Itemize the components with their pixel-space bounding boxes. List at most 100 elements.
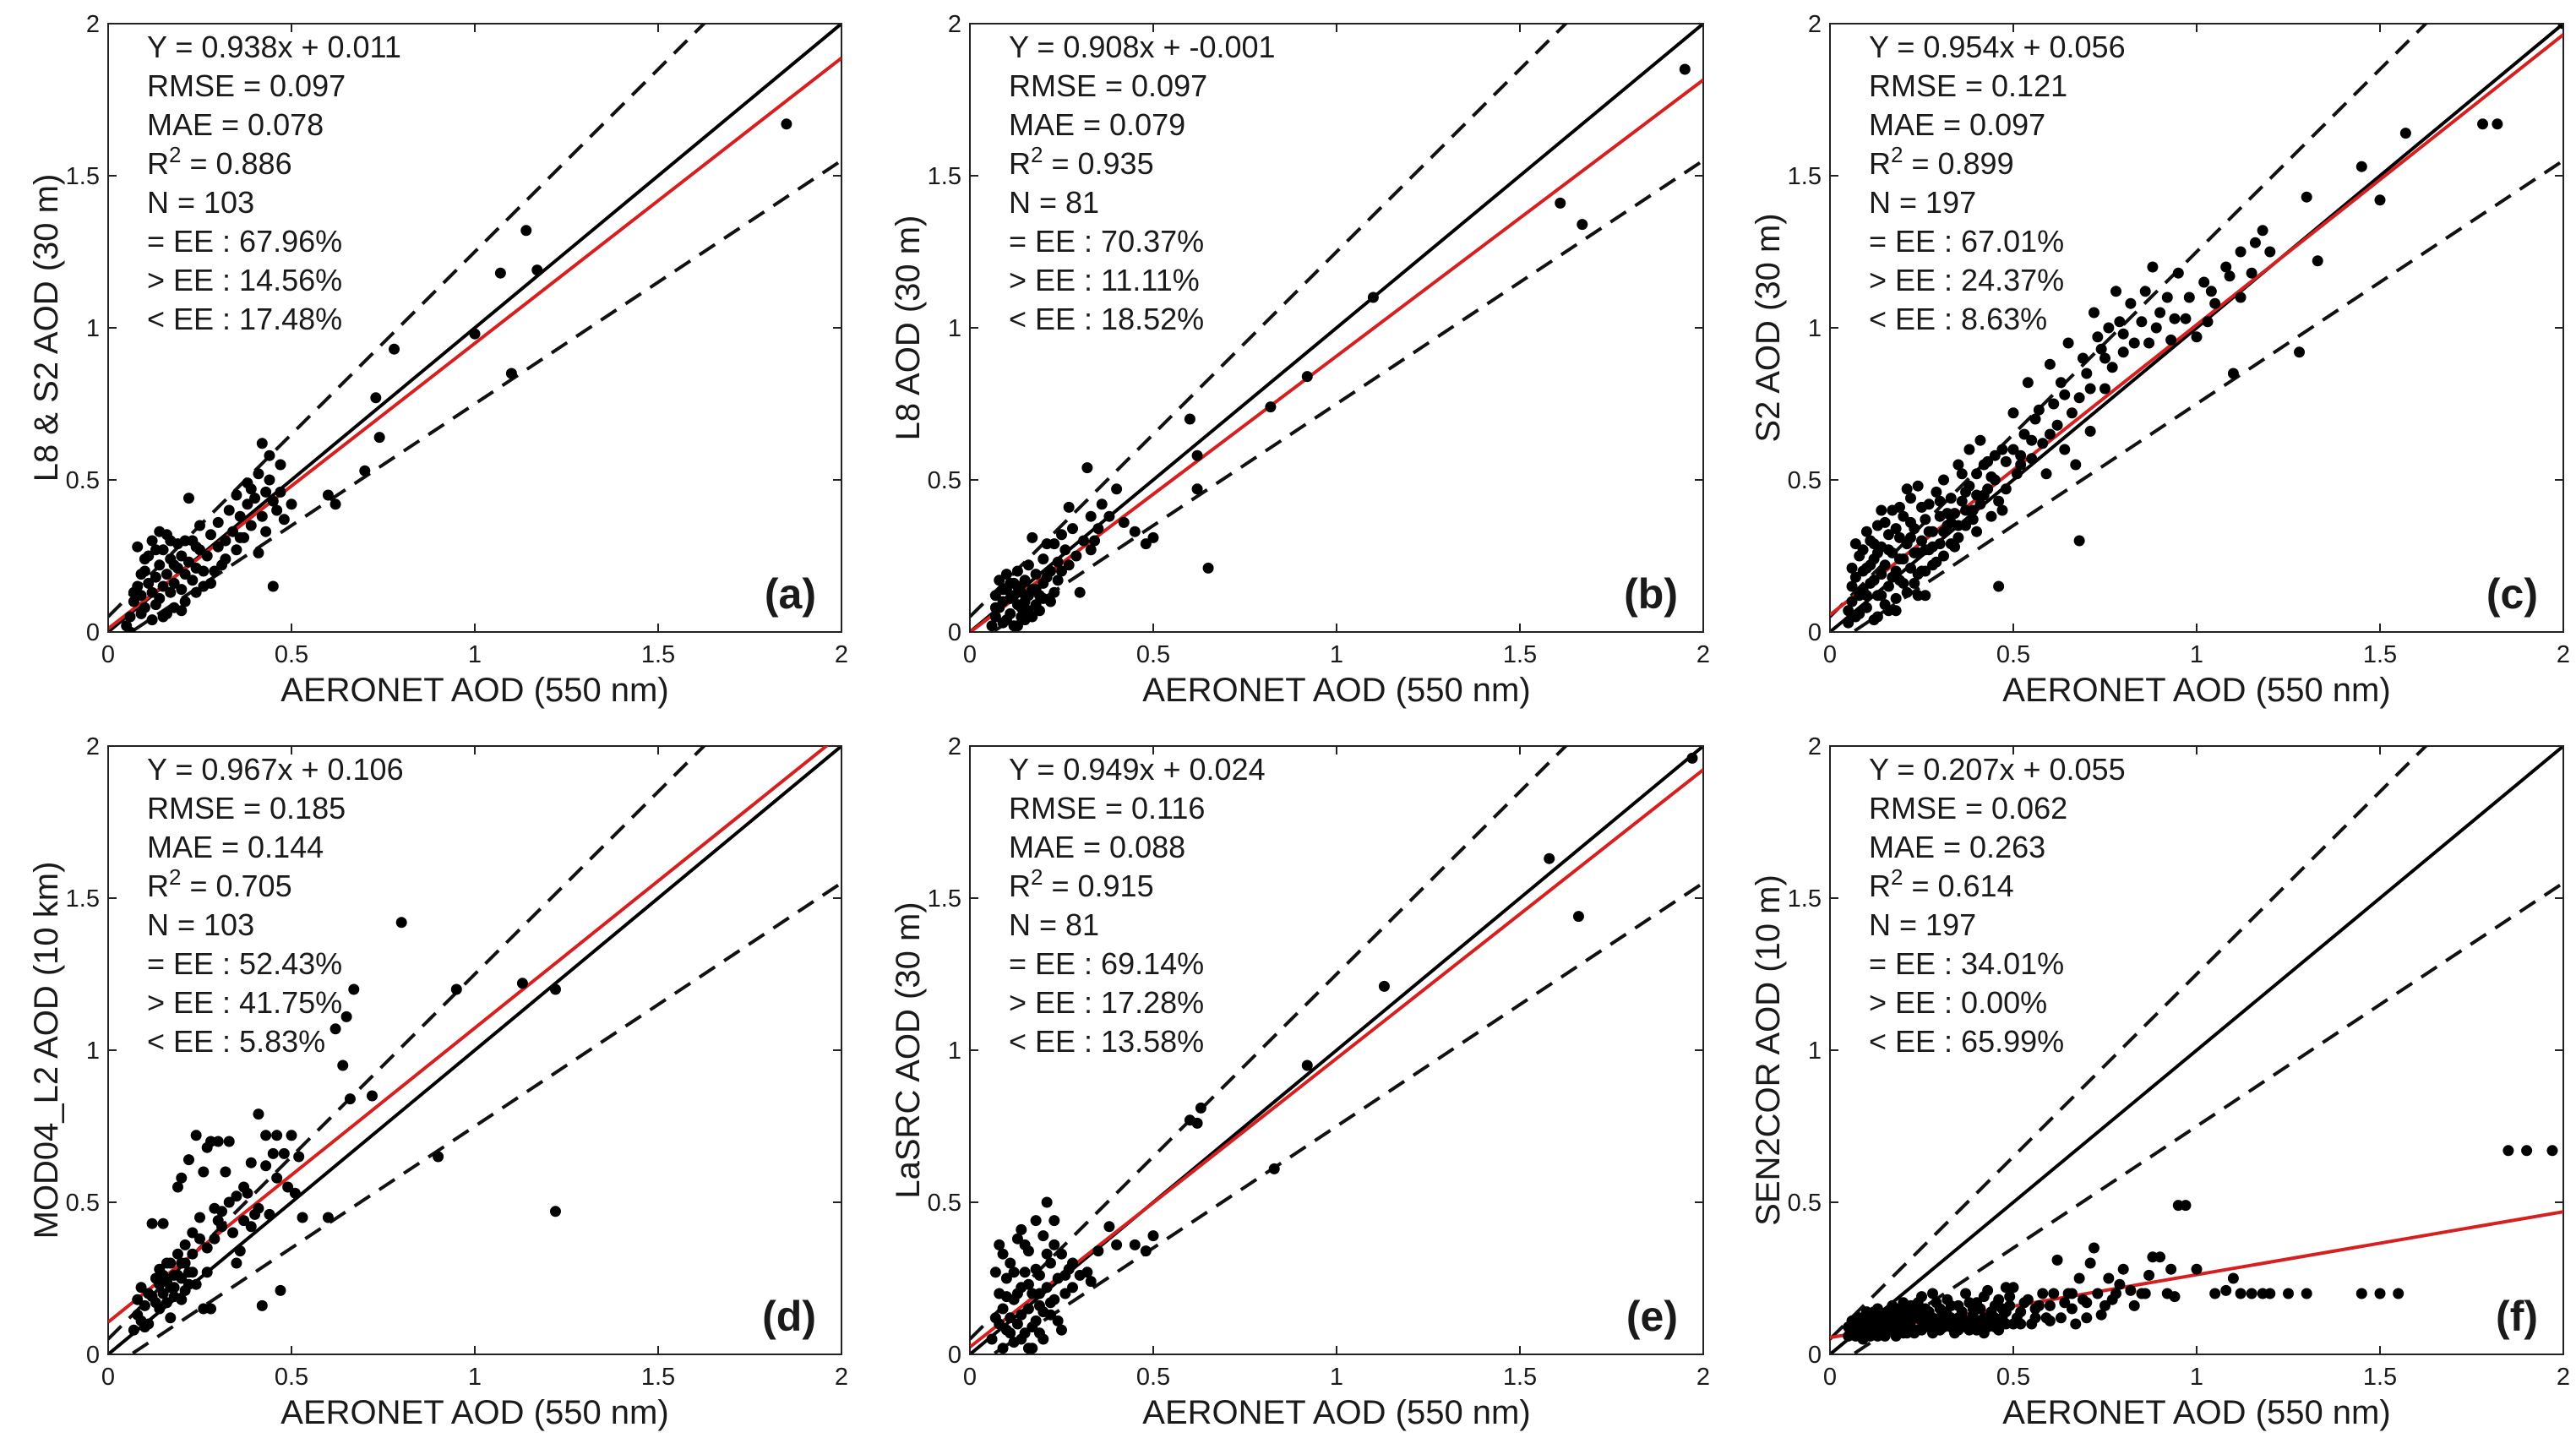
data-point bbox=[154, 1278, 166, 1290]
x-tick-label: 1.5 bbox=[1503, 1364, 1537, 1391]
data-point bbox=[997, 584, 1009, 596]
x-tick-label: 1.5 bbox=[1503, 641, 1537, 668]
x-tick-label: 1.5 bbox=[641, 641, 675, 668]
data-point bbox=[132, 1294, 144, 1305]
data-point bbox=[1882, 580, 1894, 592]
data-point bbox=[1938, 474, 1950, 486]
data-point bbox=[989, 590, 1001, 602]
data-point bbox=[1202, 562, 1214, 574]
data-point bbox=[2081, 1297, 2093, 1309]
data-point bbox=[1074, 586, 1086, 598]
data-point bbox=[1044, 1257, 1056, 1269]
data-point bbox=[1871, 1303, 1883, 1315]
x-tick-label: 0.5 bbox=[275, 641, 308, 668]
data-point bbox=[2143, 337, 2155, 349]
data-point bbox=[2044, 1299, 2056, 1311]
data-point bbox=[264, 474, 275, 486]
stat-line: RMSE = 0.097 bbox=[147, 68, 346, 103]
data-point bbox=[216, 1206, 228, 1217]
data-point bbox=[1971, 468, 1983, 480]
data-point bbox=[1056, 565, 1067, 577]
data-point bbox=[1184, 413, 1195, 425]
y-tick-label: 0.5 bbox=[1788, 1190, 1822, 1217]
data-point bbox=[2136, 316, 2148, 328]
data-point bbox=[179, 569, 191, 580]
data-point bbox=[2165, 1263, 2177, 1275]
data-point bbox=[253, 468, 264, 480]
data-point bbox=[1033, 605, 1045, 617]
data-point bbox=[1022, 1278, 1034, 1290]
data-point bbox=[340, 1010, 352, 1022]
data-point bbox=[337, 1060, 349, 1071]
data-point bbox=[1879, 559, 1891, 571]
data-point bbox=[216, 1221, 228, 1233]
x-axis-label: AERONET AOD (550 nm) bbox=[280, 1394, 668, 1431]
regression-line bbox=[970, 768, 1703, 1348]
data-point bbox=[2477, 118, 2489, 130]
data-point bbox=[1974, 434, 1986, 446]
data-point bbox=[1904, 1299, 1916, 1311]
data-point bbox=[2044, 1315, 2056, 1326]
data-point bbox=[1111, 1239, 1123, 1250]
data-point bbox=[1956, 1312, 1968, 1324]
data-point bbox=[1067, 1257, 1079, 1269]
stat-line: > EE : 41.75% bbox=[147, 985, 342, 1020]
data-point bbox=[2147, 261, 2159, 273]
data-point bbox=[1857, 544, 1869, 556]
data-point bbox=[2106, 362, 2118, 373]
y-tick-label: 0 bbox=[1808, 619, 1822, 646]
data-point bbox=[223, 1196, 235, 1208]
data-point bbox=[1067, 1282, 1079, 1294]
data-point bbox=[1544, 853, 1555, 864]
data-point bbox=[2128, 1299, 2140, 1311]
data-point bbox=[370, 392, 382, 404]
data-point bbox=[1011, 1288, 1023, 1299]
data-point bbox=[469, 328, 481, 340]
data-point bbox=[1019, 575, 1031, 586]
data-point bbox=[2220, 1284, 2232, 1296]
data-point bbox=[1912, 480, 1924, 492]
ee-upper-line bbox=[108, 746, 707, 1341]
data-point bbox=[1011, 1318, 1023, 1330]
stat-line: N = 103 bbox=[147, 907, 254, 942]
data-point bbox=[1982, 483, 1994, 495]
data-point bbox=[1920, 565, 1931, 577]
data-point bbox=[1989, 449, 2001, 461]
data-point bbox=[450, 983, 462, 995]
data-point bbox=[1989, 1312, 2001, 1324]
data-point bbox=[1912, 1306, 1924, 1318]
data-point bbox=[2557, 24, 2563, 30]
data-point bbox=[1938, 526, 1950, 537]
data-point bbox=[1679, 63, 1691, 75]
data-point bbox=[1022, 590, 1034, 602]
data-point bbox=[161, 1297, 172, 1309]
data-point bbox=[1140, 1245, 1152, 1257]
data-point bbox=[1843, 1321, 1854, 1333]
data-point bbox=[1996, 504, 2008, 516]
data-point bbox=[1909, 547, 1920, 558]
data-point bbox=[1912, 590, 1924, 602]
data-point bbox=[234, 1245, 246, 1257]
data-point bbox=[395, 917, 407, 929]
data-point bbox=[176, 1294, 188, 1305]
data-point bbox=[1945, 516, 1957, 528]
data-point bbox=[1019, 1267, 1031, 1278]
data-point bbox=[1016, 1333, 1027, 1345]
stat-line: R2 = 0.705 bbox=[147, 864, 292, 903]
data-point bbox=[172, 1181, 183, 1193]
data-point bbox=[1887, 1299, 1898, 1311]
data-point bbox=[2015, 1318, 2027, 1330]
y-tick-label: 1.5 bbox=[1788, 163, 1822, 190]
data-point bbox=[1934, 1312, 1946, 1324]
data-point bbox=[2007, 1282, 2019, 1294]
data-point bbox=[253, 1109, 264, 1120]
y-tick-label: 1 bbox=[1808, 1038, 1822, 1065]
data-point bbox=[2015, 459, 2027, 471]
data-point bbox=[212, 516, 224, 528]
data-point bbox=[187, 575, 199, 586]
data-point bbox=[1927, 1288, 1939, 1299]
data-point bbox=[1129, 526, 1141, 537]
data-point bbox=[271, 1130, 283, 1141]
y-tick-label: 1 bbox=[86, 1038, 100, 1065]
data-point bbox=[2154, 307, 2166, 319]
